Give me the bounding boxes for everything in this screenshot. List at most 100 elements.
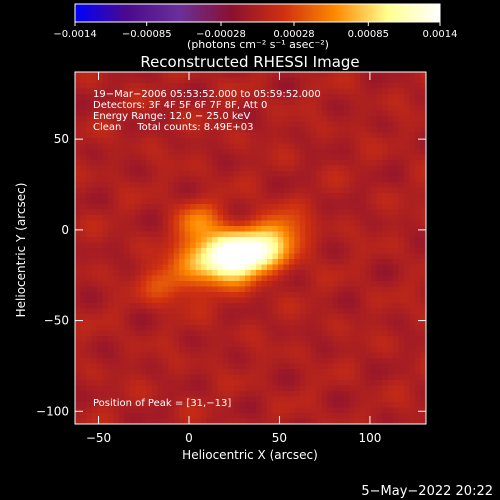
heatmap-cell	[245, 94, 252, 101]
heatmap-cell	[75, 105, 82, 112]
heatmap-cell	[212, 413, 219, 420]
heatmap-cell	[85, 237, 93, 244]
heatmap-cell	[299, 352, 306, 359]
heatmap-cell	[376, 149, 383, 156]
heatmap-cell	[371, 264, 378, 271]
heatmap-cell	[217, 226, 224, 233]
heatmap-cell	[179, 176, 186, 183]
heatmap-cell	[321, 83, 328, 90]
heatmap-cell	[266, 110, 274, 117]
heatmap-cell	[206, 149, 213, 156]
heatmap-cell	[294, 116, 301, 123]
colorbar-tick-label: 0.0014	[423, 29, 458, 40]
heatmap-cell	[415, 325, 422, 332]
heatmap-cell	[316, 127, 323, 134]
heatmap-cell	[162, 138, 169, 145]
heatmap-cell	[305, 402, 312, 409]
heatmap-cell	[250, 363, 257, 370]
heatmap-cell	[96, 83, 104, 90]
heatmap-cell	[102, 270, 109, 277]
heatmap-cell	[173, 363, 180, 370]
heatmap-cell	[360, 176, 367, 183]
heatmap-cell	[266, 363, 274, 370]
heatmap-cell	[113, 314, 120, 321]
heatmap-cell	[376, 105, 383, 112]
heatmap-cell	[228, 352, 235, 359]
heatmap-cell	[409, 72, 416, 79]
heatmap-cell	[343, 231, 350, 238]
heatmap-cell	[321, 198, 328, 205]
heatmap-cell	[135, 237, 142, 244]
heatmap-cell	[140, 105, 147, 112]
heatmap-cell	[124, 182, 131, 189]
heatmap-cell	[135, 358, 142, 365]
heatmap-cell	[118, 77, 125, 84]
heatmap-cell	[415, 396, 422, 403]
heatmap-cell	[409, 336, 416, 343]
heatmap-cell	[146, 99, 153, 106]
heatmap-cell	[118, 297, 125, 304]
heatmap-cell	[316, 154, 323, 161]
heatmap-cell	[102, 418, 109, 424]
heatmap-cell	[124, 402, 131, 409]
heatmap-cell	[201, 347, 208, 354]
heatmap-cell	[179, 275, 186, 282]
heatmap-cell	[338, 204, 345, 211]
heatmap-cell	[371, 314, 378, 321]
heatmap-cell	[404, 352, 411, 359]
heatmap-cell	[283, 330, 290, 337]
heatmap-cell	[294, 237, 301, 244]
heatmap-cell	[146, 281, 153, 288]
heatmap-cell	[393, 270, 400, 277]
heatmap-cell	[338, 182, 345, 189]
heatmap-cell	[140, 121, 147, 128]
heatmap-cell	[261, 385, 268, 392]
heatmap-cell	[415, 275, 422, 282]
heatmap-cell	[371, 160, 378, 167]
heatmap-cell	[376, 110, 383, 117]
heatmap-cell	[234, 132, 241, 139]
heatmap-cell	[250, 237, 257, 244]
heatmap-cell	[239, 363, 246, 370]
heatmap-cell	[239, 270, 246, 277]
heatmap-cell	[173, 407, 180, 414]
heatmap-cell	[217, 253, 224, 260]
heatmap-cell	[234, 264, 241, 271]
heatmap-cell	[305, 198, 312, 205]
heatmap-cell	[376, 198, 383, 205]
heatmap-cell	[162, 396, 169, 403]
heatmap-cell	[393, 165, 400, 172]
heatmap-cell	[393, 83, 400, 90]
heatmap-cell	[415, 308, 422, 315]
heatmap-cell	[360, 182, 367, 189]
heatmap-cell	[382, 314, 389, 321]
heatmap-cell	[409, 347, 416, 354]
heatmap-cell	[140, 176, 147, 183]
heatmap-cell	[96, 292, 104, 299]
heatmap-cell	[310, 160, 317, 167]
heatmap-cell	[415, 341, 422, 348]
heatmap-cell	[173, 193, 180, 200]
heatmap-cell	[91, 286, 98, 293]
heatmap-cell	[135, 154, 142, 161]
heatmap-cell	[184, 171, 191, 178]
heatmap-cell	[239, 347, 246, 354]
heatmap-cell	[96, 413, 104, 420]
heatmap-cell	[420, 402, 426, 409]
heatmap-cell	[85, 116, 93, 123]
heatmap-cell	[382, 132, 389, 139]
heatmap-cell	[201, 374, 208, 381]
heatmap-cell	[382, 352, 389, 359]
heatmap-cell	[343, 165, 350, 172]
heatmap-cell	[255, 176, 263, 183]
heatmap-cell	[250, 220, 257, 227]
heatmap-cell	[146, 127, 153, 134]
heatmap-cell	[294, 72, 301, 79]
heatmap-cell	[266, 121, 274, 128]
heatmap-cell	[299, 94, 306, 101]
heatmap-cell	[85, 182, 93, 189]
heatmap-cell	[162, 121, 169, 128]
heatmap-cell	[234, 248, 241, 255]
heatmap-cell	[129, 77, 136, 84]
heatmap-cell	[299, 253, 306, 260]
